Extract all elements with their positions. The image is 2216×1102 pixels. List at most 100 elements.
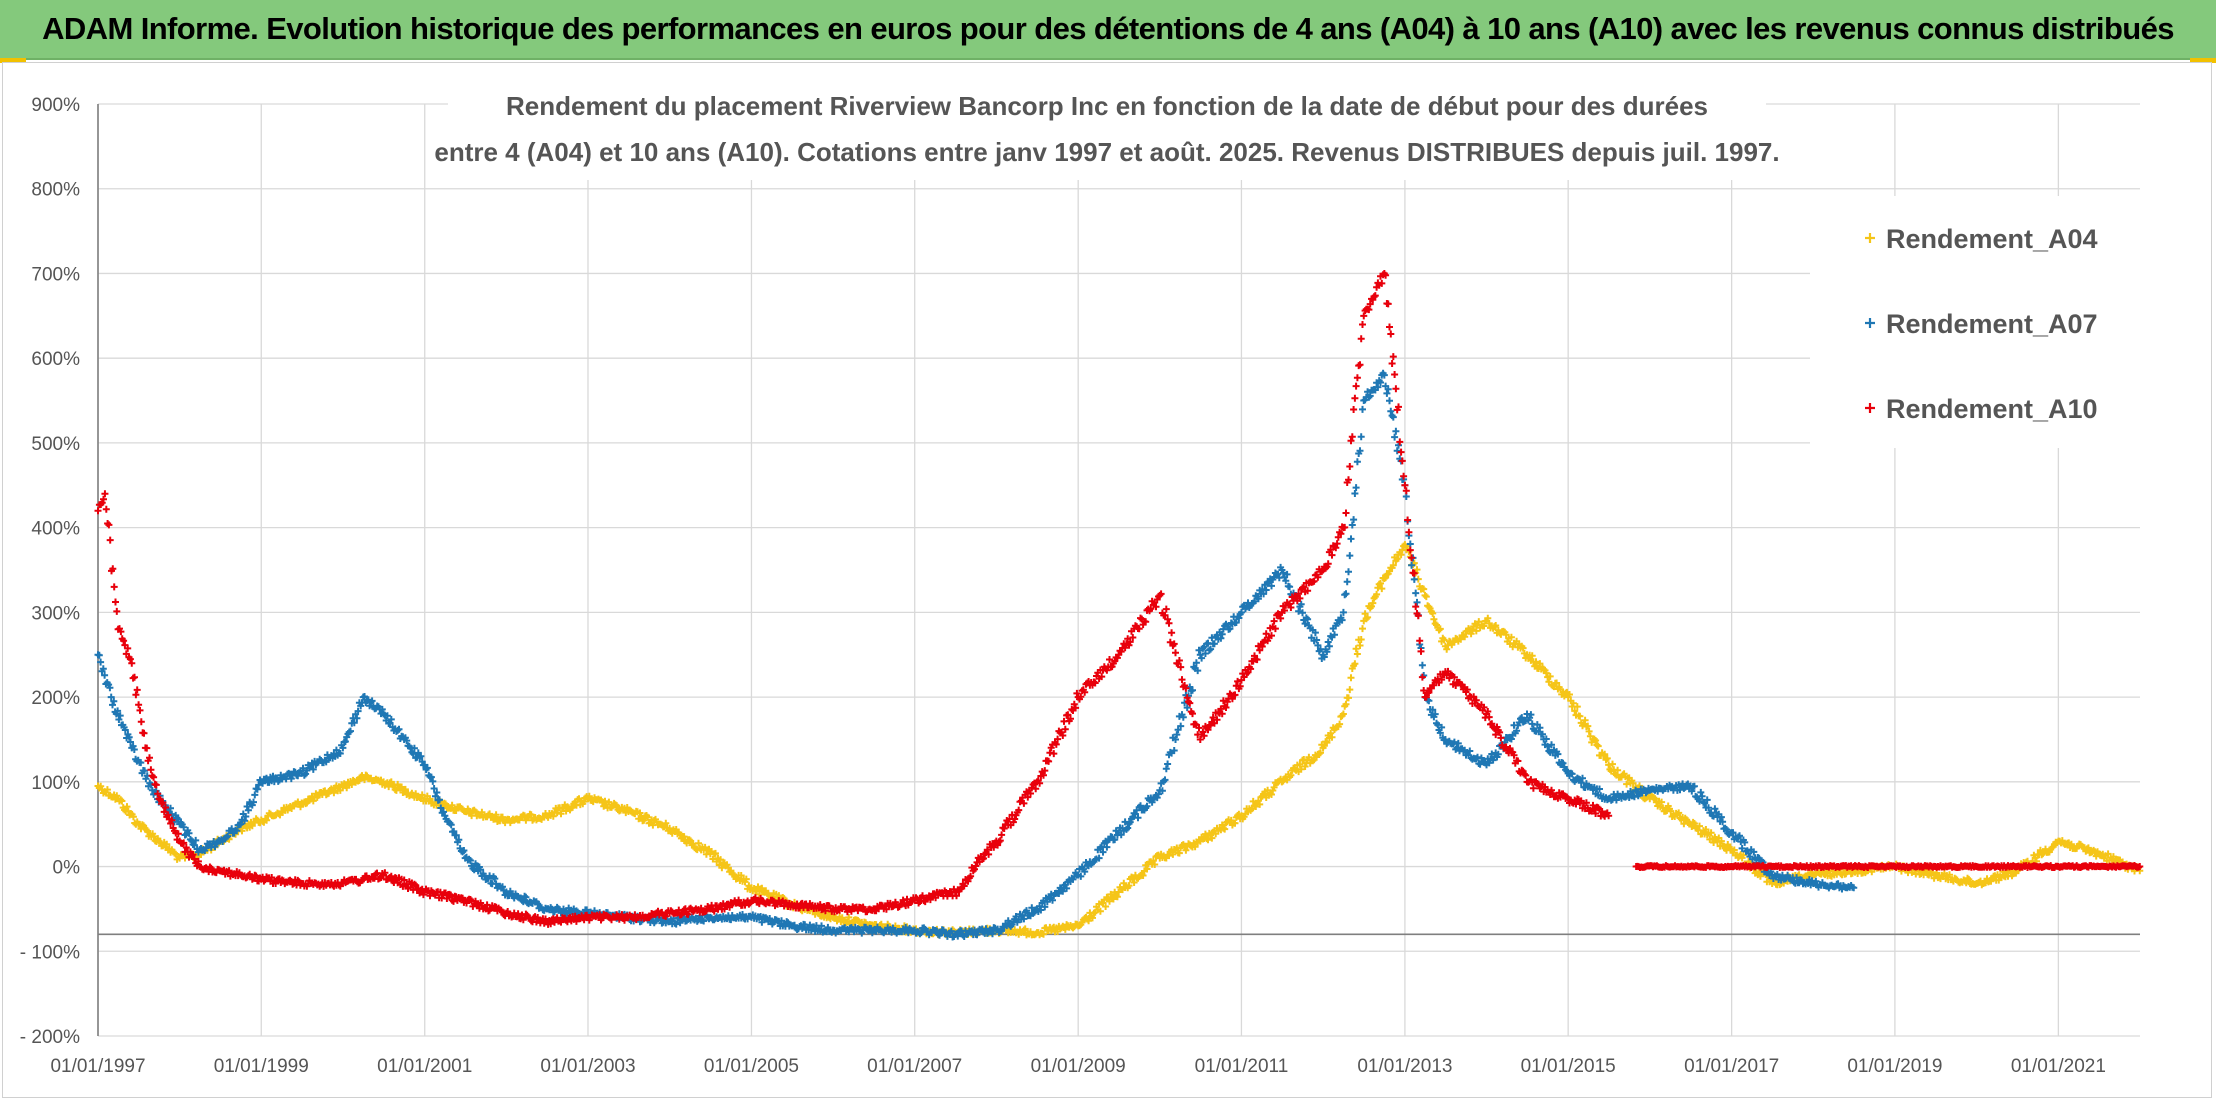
y-tick-label: 0% — [53, 858, 81, 879]
data-point — [1380, 371, 1388, 379]
series-marker-run — [1769, 870, 1816, 889]
series-marker-run — [1422, 593, 1448, 645]
series-marker-run — [422, 764, 447, 817]
series-marker-run — [1157, 646, 1203, 795]
series-marker-run — [156, 838, 182, 863]
series-marker-run — [238, 776, 264, 825]
series-marker-run — [789, 920, 836, 936]
series-marker-run — [156, 796, 182, 844]
chart-axes: 900% 800% 700% 600% 500% 400% 300% 200% 100% 0% - … — [20, 95, 2140, 1077]
series-marker-run — [279, 798, 304, 816]
x-tick-label: 01/01/1997 — [50, 1056, 145, 1077]
series-marker-run — [143, 744, 162, 798]
legend-marker — [1865, 318, 1875, 328]
series-rendement-a10-flat — [1632, 862, 2144, 871]
series-marker-run — [1034, 689, 1081, 787]
series-marker-run — [544, 911, 591, 928]
series-marker-run — [1606, 784, 1652, 804]
x-tick-label: 01/01/2017 — [1684, 1056, 1779, 1077]
series-marker-run — [1320, 523, 1346, 572]
series-marker-run — [1361, 271, 1387, 315]
series-marker-run — [1484, 614, 1530, 662]
series-marker-run — [1443, 737, 1489, 768]
series-marker-run — [1443, 617, 1489, 653]
series-marker-run — [1566, 795, 1611, 820]
series-marker-run — [299, 789, 325, 808]
chart-gridlines — [97, 103, 2140, 1037]
series-marker-run — [1524, 776, 1571, 802]
series-marker-run — [1076, 888, 1121, 930]
series-marker-run — [871, 894, 917, 915]
series-marker-run — [463, 895, 509, 920]
series-marker-run — [238, 870, 264, 885]
chart-series — [94, 269, 2144, 941]
data-point — [1196, 735, 1204, 743]
y-tick-label: 400% — [31, 519, 80, 540]
data-point — [1360, 312, 1368, 320]
data-point — [94, 507, 102, 515]
series-marker-run — [1382, 382, 1408, 483]
series-marker-run — [1361, 574, 1387, 623]
series-marker-run — [1279, 565, 1326, 614]
series-marker-run — [1157, 590, 1203, 739]
series-marker-run — [1811, 877, 1856, 893]
data-point — [128, 659, 136, 667]
series-marker-run — [994, 779, 1040, 849]
series-marker-run — [422, 885, 468, 906]
series-marker-run — [102, 505, 121, 615]
series-marker-run — [1157, 836, 1203, 862]
y-tick-label: 800% — [31, 180, 80, 201]
series-marker-run — [1320, 712, 1346, 750]
series-marker-run — [1933, 862, 1979, 871]
x-tick-label: 01/01/2001 — [377, 1056, 472, 1077]
series-rendement-a07 — [94, 369, 1858, 941]
data-point — [1850, 884, 1858, 892]
series-marker-run — [1116, 593, 1162, 656]
series-marker-run — [1729, 862, 1775, 871]
series-marker-run — [749, 894, 795, 911]
series-marker-run — [401, 785, 427, 805]
series-marker-run — [953, 839, 999, 900]
series-marker-run — [1341, 405, 1366, 599]
chart-frame — [2, 62, 2212, 1098]
series-marker-run — [1402, 542, 1428, 593]
series-marker-run — [585, 792, 631, 817]
series-marker-run — [1811, 862, 1856, 871]
series-marker-run — [95, 651, 114, 692]
x-tick-label: 01/01/2005 — [704, 1056, 799, 1077]
report-banner-title: ADAM Informe. Evolution historique des p… — [42, 11, 2174, 46]
series-marker-run — [340, 869, 386, 887]
x-tick-label: 01/01/2013 — [1357, 1056, 1452, 1077]
series-marker-run — [1688, 862, 1734, 871]
series-marker-run — [953, 924, 999, 940]
x-tick-label: 01/01/2009 — [1031, 1056, 1126, 1077]
series-marker-run — [259, 809, 284, 826]
series-marker-run — [340, 699, 366, 746]
series-marker-run — [2015, 862, 2061, 871]
series-marker-run — [109, 697, 134, 746]
series-marker-run — [217, 866, 243, 880]
legend-label: Rendement_A10 — [1886, 394, 2098, 424]
data-point — [380, 710, 388, 718]
series-marker-run — [1382, 542, 1408, 582]
chart-title-line-1: Rendement du placement Riverview Bancorp… — [506, 91, 1708, 121]
series-marker-run — [1769, 862, 1816, 871]
series-marker-run — [1688, 782, 1734, 838]
series-marker-run — [1239, 563, 1285, 613]
series-marker-run — [1402, 487, 1428, 694]
y-tick-label: 100% — [31, 773, 80, 794]
series-marker-run — [1688, 818, 1734, 854]
legend-label: Rendement_A04 — [1886, 224, 2098, 254]
series-marker-run — [1647, 792, 1693, 828]
y-tick-label: 500% — [31, 434, 80, 455]
series-marker-run — [830, 903, 876, 916]
series-marker-run — [1933, 869, 1979, 888]
series-marker-run — [197, 863, 223, 877]
series-marker-run — [708, 896, 754, 915]
series-marker-run — [994, 904, 1040, 936]
series-marker-run — [259, 767, 304, 787]
series-marker-run — [1279, 569, 1326, 662]
series-marker-run — [667, 826, 713, 858]
y-tick-label: 600% — [31, 349, 80, 370]
